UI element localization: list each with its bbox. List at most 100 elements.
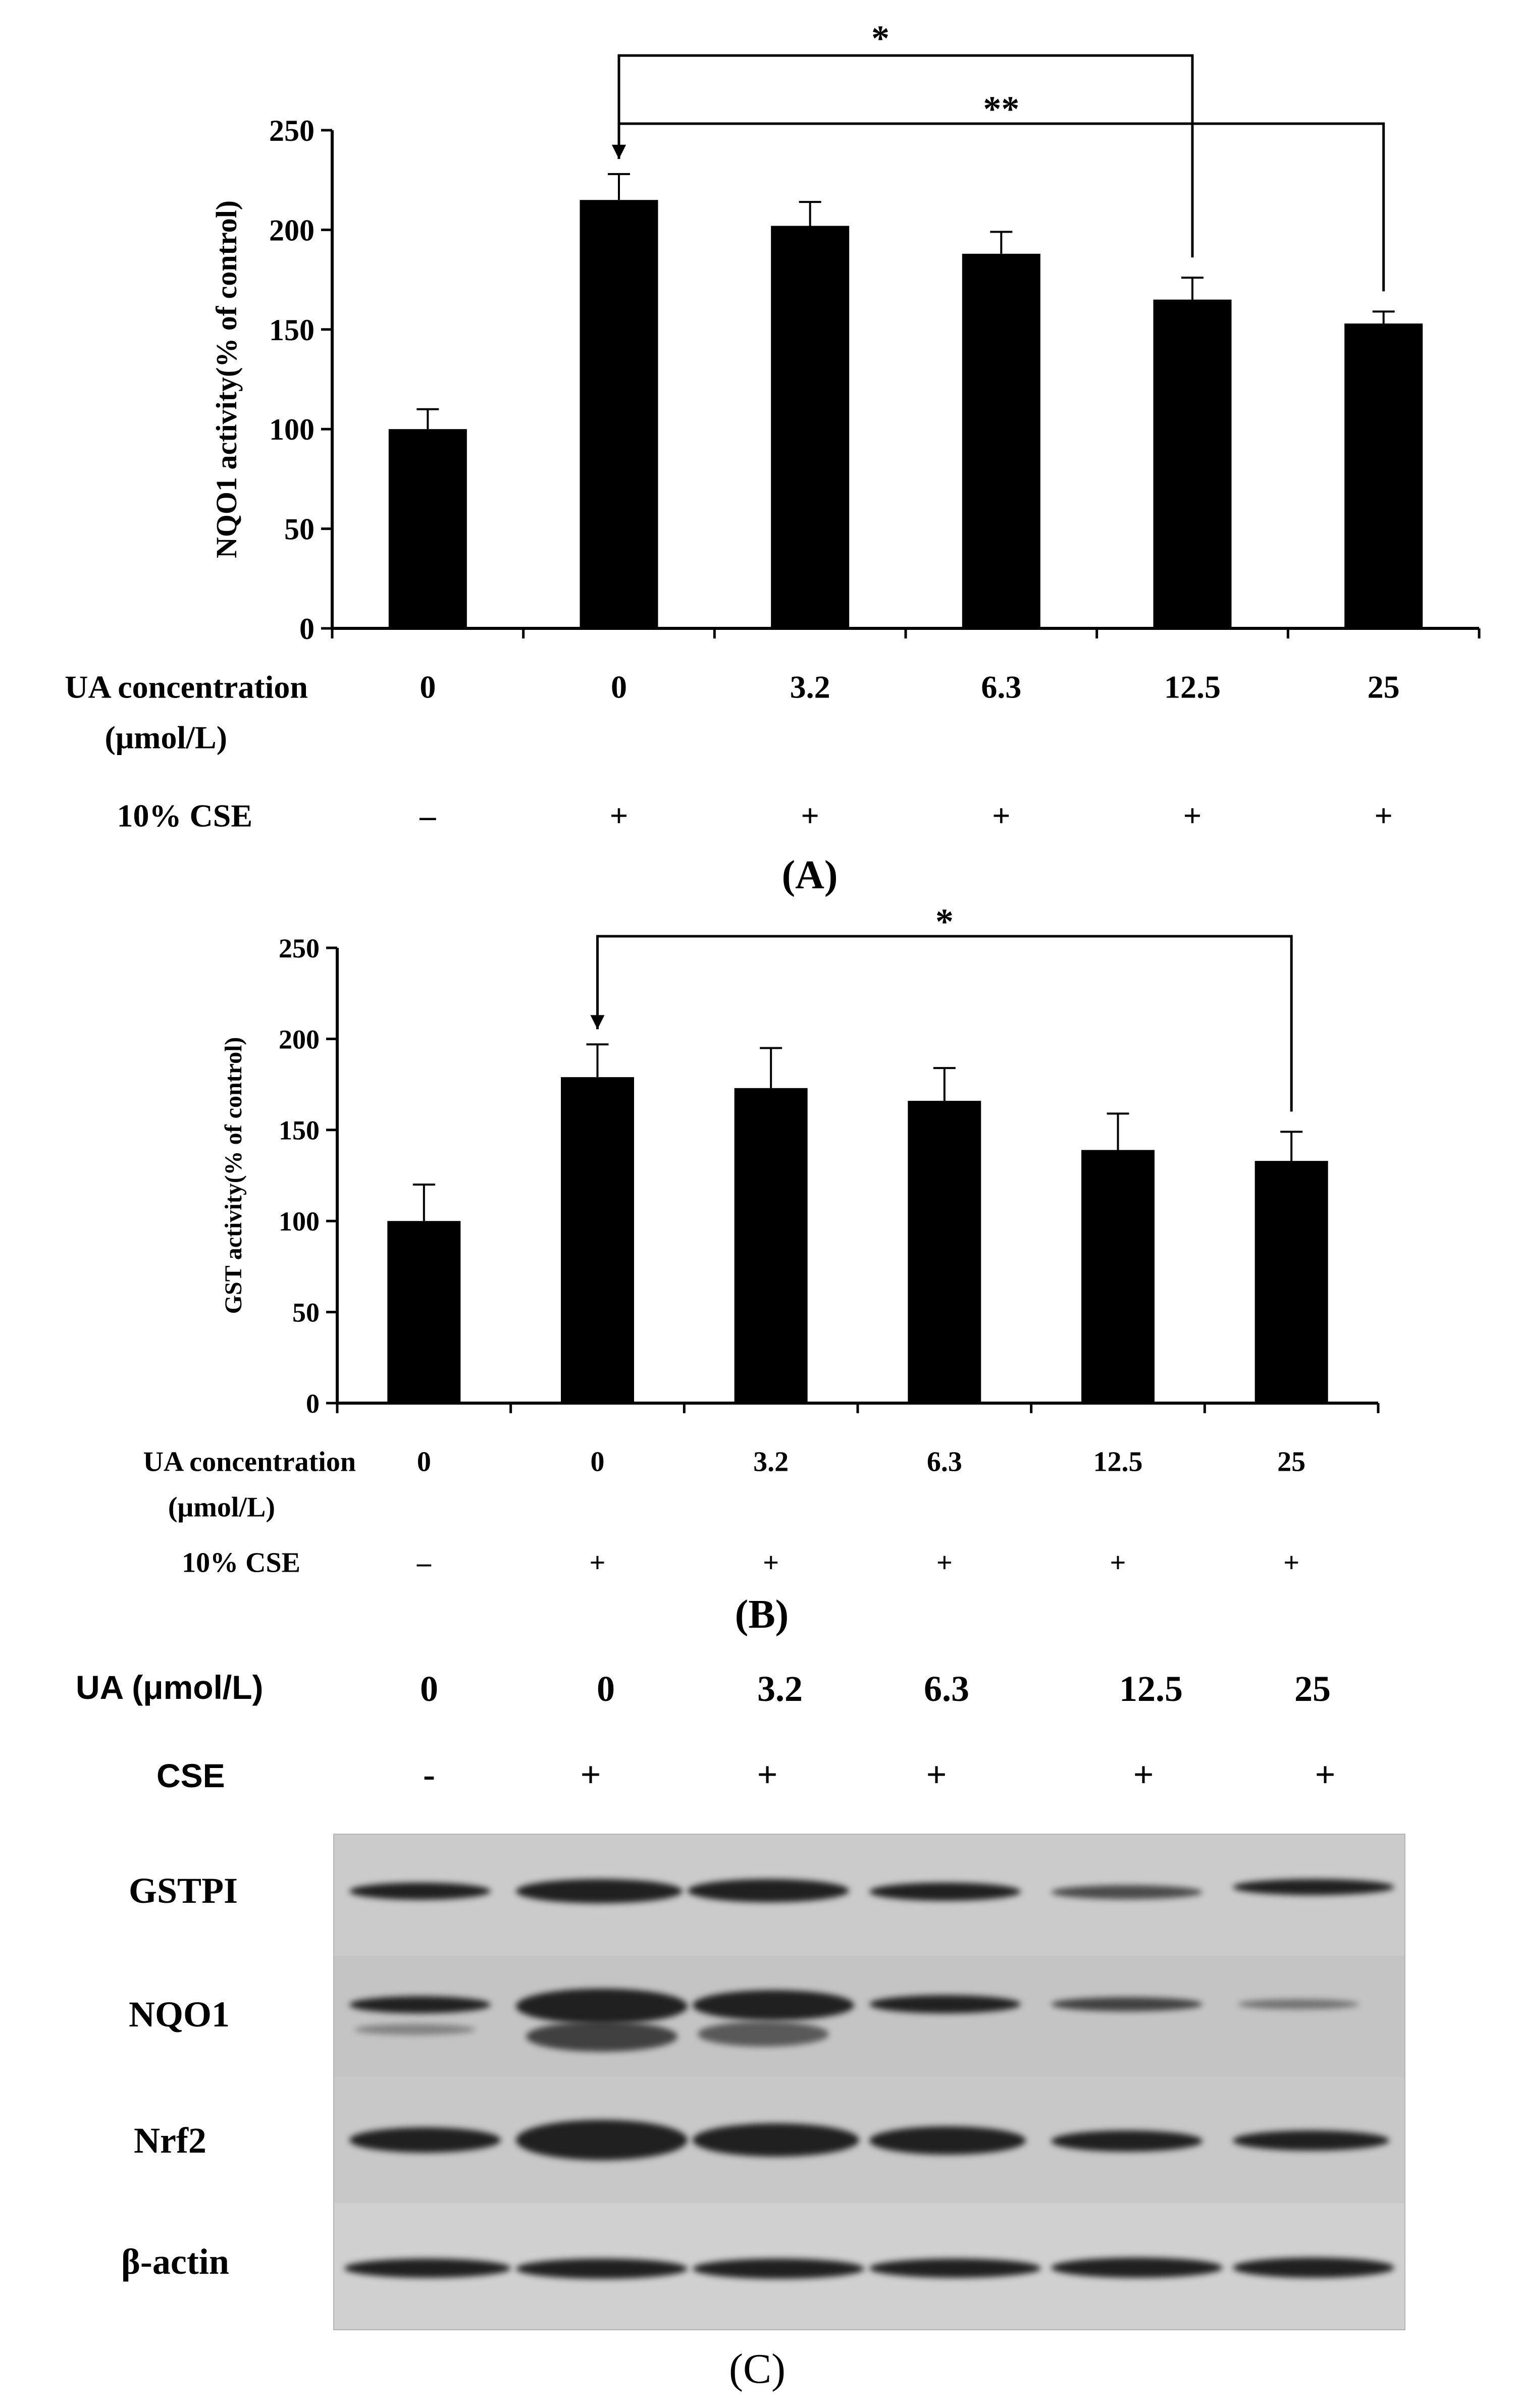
lane-label: 6.3 xyxy=(924,1669,969,1709)
bar xyxy=(1081,1150,1155,1403)
blot-band xyxy=(1233,2130,1389,2151)
cse-sign: + xyxy=(1183,797,1201,833)
y-axis-label: GST activity(% of control) xyxy=(220,1037,247,1314)
cse-row-label: 10% CSE xyxy=(182,1547,300,1579)
cse-sign: + xyxy=(580,1754,601,1795)
blot-band xyxy=(1051,2258,1223,2278)
blot-image xyxy=(333,1834,1405,2330)
x-category-label: 3.2 xyxy=(753,1447,789,1478)
significance-arrowhead xyxy=(612,144,626,159)
blot-band xyxy=(349,2127,501,2153)
significance-bracket xyxy=(617,122,1385,292)
blot-row-label-beta-actin: β-actin xyxy=(121,2241,229,2282)
y-tick-label: 200 xyxy=(279,1024,320,1054)
significance-label: ** xyxy=(983,89,1019,129)
cse-sign: + xyxy=(1133,1754,1154,1795)
blot-band xyxy=(1233,1879,1394,1895)
blot-strip xyxy=(334,1835,1404,1956)
blot-band xyxy=(349,1883,491,1900)
blot-band xyxy=(688,1879,849,1902)
significance-bracket xyxy=(596,935,1293,1112)
western-blot-panel: UA (μmol/L) CSE 0 0 3.2 6.3 12.5 25 - + … xyxy=(0,1640,1516,2408)
x-category-label: 12.5 xyxy=(1164,669,1221,705)
bar xyxy=(387,1221,461,1403)
bar xyxy=(734,1088,808,1403)
blot-band xyxy=(516,2120,688,2160)
x-category-label: 0 xyxy=(611,669,627,705)
concentration-unit-label: (μmol/L) xyxy=(168,1492,275,1523)
y-tick-label: 150 xyxy=(279,1115,320,1146)
panel-caption: (A) xyxy=(781,853,838,897)
blot-band xyxy=(516,1989,688,2024)
bar xyxy=(1344,323,1423,628)
x-category-label: 12.5 xyxy=(1093,1447,1143,1478)
cse-sign: + xyxy=(926,1754,947,1795)
blot-row-label-nrf2: Nrf2 xyxy=(134,2120,206,2161)
cse-sign: + xyxy=(610,797,628,833)
cse-sign: + xyxy=(1374,797,1392,833)
y-tick-label: 0 xyxy=(306,1388,320,1419)
significance-label: * xyxy=(871,18,890,59)
y-tick-label: 100 xyxy=(269,413,315,446)
blot-band xyxy=(693,2259,864,2279)
x-category-label: 3.2 xyxy=(790,669,830,705)
y-tick-label: 50 xyxy=(292,1298,320,1328)
significance-bracket xyxy=(617,54,1194,258)
x-category-label: 0 xyxy=(420,669,436,705)
x-category-label: 25 xyxy=(1368,669,1400,705)
y-tick-label: 50 xyxy=(284,513,315,546)
concentration-row-label: UA concentration xyxy=(65,669,308,705)
blot-band xyxy=(1233,2258,1394,2278)
blot-band xyxy=(516,2259,688,2279)
x-category-label: 6.3 xyxy=(927,1447,962,1478)
bar xyxy=(771,226,850,628)
bar xyxy=(908,1101,981,1403)
concentration-row-label: UA concentration xyxy=(143,1447,356,1478)
cse-sign: + xyxy=(801,797,819,833)
cse-sign: + xyxy=(992,797,1010,833)
blot-row-label-nqo1: NQO1 xyxy=(129,1994,230,2035)
bar xyxy=(388,429,467,628)
y-tick-label: 150 xyxy=(269,313,315,347)
bar xyxy=(561,1077,634,1403)
blot-band xyxy=(869,2259,1041,2278)
cse-sign: + xyxy=(757,1754,778,1795)
y-tick-label: 250 xyxy=(269,114,315,147)
bar xyxy=(1254,1161,1328,1403)
cse-sign: - xyxy=(423,1754,435,1795)
blot-band xyxy=(1051,2130,1203,2152)
concentration-unit-label: (μmol/L) xyxy=(105,719,227,755)
blot-band xyxy=(1238,1999,1359,2009)
cse-sign: + xyxy=(763,1547,779,1579)
cse-sign: + xyxy=(590,1547,606,1579)
blot-band xyxy=(693,2123,859,2157)
blot-strip xyxy=(334,2203,1404,2329)
significance-label: * xyxy=(935,901,954,942)
bar xyxy=(580,200,658,628)
x-category-label: 0 xyxy=(591,1447,605,1478)
y-tick-label: 250 xyxy=(279,933,320,964)
cse-sign: + xyxy=(1110,1547,1126,1579)
panel-caption: (B) xyxy=(735,1592,789,1637)
blot-band xyxy=(526,2021,677,2052)
cse-sign: – xyxy=(416,1547,432,1579)
blot-row-label-gstpi: GSTPI xyxy=(129,1870,238,1911)
cse-sign: – xyxy=(419,797,436,833)
significance-arrowhead xyxy=(590,1015,605,1030)
blot-band xyxy=(516,1879,683,1903)
bar xyxy=(1153,299,1232,628)
cse-sign: + xyxy=(936,1547,953,1579)
blot-band xyxy=(869,1883,1021,1901)
cse-sign: + xyxy=(1283,1547,1299,1579)
ua-concentration-label: UA (μmol/L) xyxy=(76,1669,264,1706)
panel-c-caption: (C) xyxy=(729,2345,786,2392)
lane-label: 0 xyxy=(597,1669,615,1709)
cse-label: CSE xyxy=(156,1757,225,1794)
blot-band xyxy=(698,2021,829,2047)
lane-label: 3.2 xyxy=(757,1669,803,1709)
x-category-label: 6.3 xyxy=(981,669,1021,705)
lane-label: 25 xyxy=(1294,1669,1331,1709)
